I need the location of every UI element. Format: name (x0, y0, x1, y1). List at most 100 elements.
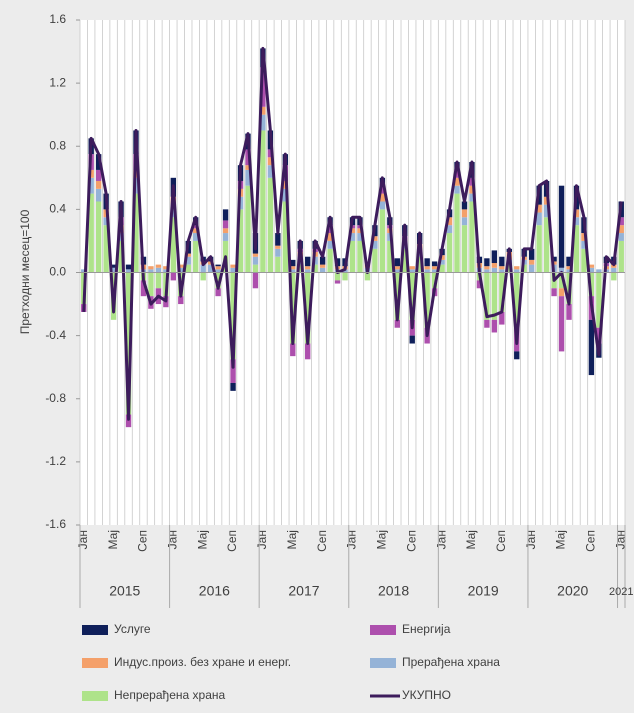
bar-segment (596, 269, 602, 273)
bar-segment (514, 272, 520, 328)
bar-segment (417, 256, 423, 273)
bar-segment (282, 188, 288, 202)
bar-segment (163, 269, 169, 273)
bar-segment (611, 272, 617, 281)
legend-swatch (370, 625, 396, 635)
bar-segment (327, 225, 333, 234)
bar-segment (95, 169, 102, 181)
bar-segment (81, 269, 87, 273)
bar-segment (454, 177, 460, 186)
bar-segment (349, 240, 356, 273)
y-tick-label: 0.8 (49, 138, 66, 152)
bar-segment (566, 269, 572, 273)
year-label: 2019 (468, 583, 499, 599)
x-tick-label: Сеп (584, 530, 598, 552)
total-line (82, 46, 623, 421)
x-tick-label: Мај (285, 530, 299, 549)
bar-segment (446, 233, 453, 273)
x-tick-label: Сеп (315, 530, 329, 552)
bar-segment (140, 280, 147, 297)
bar-segment (573, 225, 580, 273)
bar-segment (409, 266, 415, 270)
bar-segment (484, 258, 490, 267)
bar-segment (252, 264, 259, 273)
bar-segment (342, 272, 348, 281)
bar-segment (260, 114, 266, 131)
bar-segment (372, 248, 378, 273)
bar-segment (394, 266, 400, 270)
bar-segment (282, 201, 288, 273)
bar-segment (230, 359, 236, 383)
bar-segment (155, 264, 162, 268)
year-label: 2017 (288, 583, 319, 599)
bar-segment (230, 382, 236, 391)
x-tick-label: Јан (255, 530, 269, 549)
bar-segment (319, 264, 326, 268)
bar-segment (469, 201, 475, 273)
bar-segment (252, 256, 259, 265)
bar-segment (125, 264, 132, 270)
bar-segment (207, 264, 214, 273)
bar-segment (536, 212, 542, 226)
bar-segment (148, 272, 154, 297)
bar-segment (88, 177, 94, 194)
y-tick-label: -0.8 (45, 391, 66, 405)
x-tick-label: Мај (554, 530, 568, 549)
y-tick-label: -1.6 (45, 517, 66, 531)
bar-segment (573, 217, 580, 226)
y-tick-label: 0.4 (49, 202, 66, 216)
legend-label: Индус.произ. без хране и енерг. (114, 655, 291, 669)
bar-segment (491, 263, 498, 268)
bar-segment (581, 233, 587, 241)
bar-segment (618, 225, 624, 234)
bar-segment (222, 228, 229, 234)
bar-segment (245, 165, 251, 170)
bar-segment (327, 233, 333, 241)
bar-segment (499, 311, 505, 325)
year-label: 2021 (609, 586, 633, 598)
bar-segment (536, 225, 542, 273)
x-tick-label: Јан (345, 530, 359, 549)
bar-segment (499, 266, 505, 270)
bar-segment (110, 264, 117, 268)
bar-segment (558, 296, 565, 352)
y-tick-label: -1.2 (45, 454, 66, 468)
bar-segment (178, 264, 184, 268)
bar-segment (611, 267, 617, 273)
bar-segment (230, 264, 236, 268)
bar-segment (439, 259, 445, 265)
x-tick-label: Мај (195, 530, 209, 549)
legend-label: Услуге (114, 622, 151, 636)
x-tick-label: Мај (106, 530, 120, 549)
year-label: 2020 (557, 583, 588, 599)
bar-segment (521, 264, 527, 273)
bar-segment (215, 272, 221, 289)
y-tick-label: -0.4 (45, 328, 66, 342)
bar-segment (402, 248, 408, 273)
bar-segment (200, 264, 206, 273)
bar-segment (439, 255, 445, 260)
bar-segment (305, 256, 311, 267)
bar-segment (155, 272, 162, 289)
bar-segment (588, 267, 595, 273)
bar-segment (387, 240, 393, 273)
bar-segment (417, 251, 423, 257)
bar-segment (379, 185, 386, 194)
bar-segment (424, 258, 430, 267)
bar-segment (88, 169, 94, 178)
bar-segment (155, 267, 162, 273)
bar-segment (215, 269, 221, 273)
bar-segment (319, 267, 326, 273)
bar-segment (200, 272, 206, 281)
bar-segment (454, 169, 460, 178)
bar-segment (424, 266, 430, 270)
bar-segment (528, 259, 535, 265)
bar-segment (334, 280, 341, 284)
bar-segment (394, 269, 400, 273)
bar-segment (305, 272, 311, 344)
bar-segment (581, 240, 587, 249)
y-tick-label: 1.2 (49, 75, 66, 89)
bar-segment (514, 266, 520, 270)
